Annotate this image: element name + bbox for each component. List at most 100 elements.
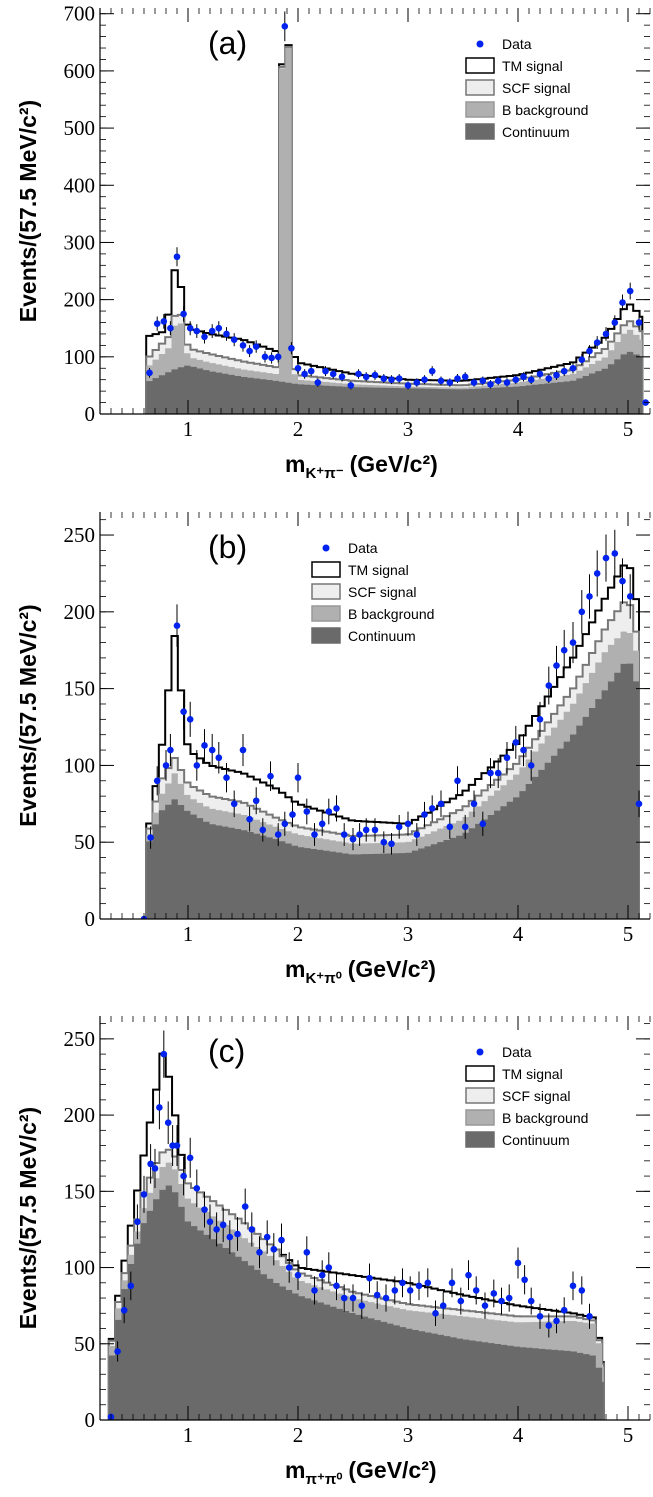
data-point [424, 1279, 432, 1287]
data-point [223, 774, 230, 782]
y-tick-label: 200 [64, 600, 96, 624]
data-point [349, 835, 357, 843]
data-point [626, 287, 634, 295]
y-tick-label: 250 [64, 523, 96, 547]
data-point [151, 1165, 159, 1172]
data-point [437, 800, 445, 808]
data-point [278, 1236, 285, 1244]
y-tick-label: 600 [64, 59, 96, 83]
data-point [156, 1104, 163, 1111]
y-tick-label: 200 [64, 1103, 96, 1127]
data-point [428, 805, 436, 812]
data-point [180, 310, 187, 318]
legend-swatch [465, 1087, 495, 1104]
data-point [512, 376, 520, 383]
data-point [454, 777, 461, 785]
data-point [153, 320, 161, 327]
data-point [201, 333, 208, 341]
data-point [415, 1282, 423, 1290]
x-tick-label: 3 [403, 922, 414, 946]
data-point [338, 373, 346, 381]
data-point [413, 831, 421, 838]
panel-label: (b) [208, 529, 247, 565]
data-point [380, 375, 388, 382]
data-point [281, 22, 289, 30]
y-tick-label: 150 [64, 677, 96, 701]
legend-swatch [311, 561, 341, 578]
data-point [494, 377, 502, 385]
data-point [388, 376, 395, 383]
data-point [391, 1287, 399, 1294]
data-point [186, 1154, 194, 1162]
data-point [333, 805, 340, 812]
data-point [454, 375, 461, 382]
data-point [230, 800, 238, 808]
data-point [307, 367, 315, 375]
legend-swatch [311, 605, 341, 622]
data-point [153, 777, 161, 785]
data-point [226, 1233, 234, 1241]
data-point [527, 1297, 535, 1305]
data-point [333, 1282, 340, 1290]
data-point [512, 739, 520, 746]
data-point [208, 327, 216, 335]
data-point [366, 1274, 373, 1282]
data-point [311, 831, 318, 838]
data-point [448, 1279, 456, 1287]
data-point [494, 769, 502, 777]
data-point [140, 1191, 148, 1198]
data-point [206, 1218, 214, 1226]
legend-swatch [311, 627, 341, 644]
x-tick-label: 5 [623, 1423, 634, 1447]
data-point [487, 380, 494, 388]
data-point [487, 769, 494, 777]
data-point [373, 1291, 381, 1299]
plot-area [140, 529, 643, 919]
y-tick-label: 150 [64, 1179, 96, 1203]
data-point [325, 1264, 333, 1271]
legend-swatch [465, 123, 495, 140]
data-point [578, 608, 586, 616]
data-point [461, 823, 469, 831]
data-point [593, 339, 601, 346]
data-point [521, 1276, 528, 1284]
x-axis-title-main: m [285, 956, 305, 982]
data-point [147, 1160, 154, 1168]
panel-label: (a) [208, 25, 247, 61]
data-point [635, 800, 643, 808]
data-point [274, 353, 282, 361]
data-point [261, 353, 269, 361]
continuum-histogram [108, 1185, 604, 1420]
x-tick-label: 2 [293, 922, 304, 946]
x-axis-title-unit: (GeV/c²) [348, 1457, 436, 1483]
legend-label: SCF signal [502, 80, 570, 96]
legend-swatch [465, 79, 495, 96]
data-point [201, 1206, 208, 1213]
legend-swatch [311, 583, 341, 600]
data-point [586, 1313, 593, 1320]
data-point [173, 253, 181, 261]
y-tick-label: 400 [64, 173, 96, 197]
data-point [470, 800, 478, 808]
data-point [268, 354, 275, 362]
y-tick-label: 100 [64, 753, 96, 777]
data-point [347, 382, 355, 389]
x-axis-title-unit: (GeV/c²) [350, 451, 438, 477]
data-point [349, 1294, 357, 1302]
legend-label: Data [502, 36, 532, 52]
data-point [465, 1271, 472, 1279]
data-point [167, 746, 174, 754]
data-point [180, 1172, 187, 1180]
data-point [479, 820, 487, 828]
legend-label: SCF signal [502, 1088, 570, 1104]
legend-label: TM signal [348, 562, 409, 578]
data-point [382, 1294, 390, 1302]
data-point [505, 1294, 513, 1302]
chart-panel: 1 2 3 4 5 0 100 200 300 400 500 600 700 Events/(57.5 … [15, 2, 651, 482]
data-point [314, 379, 322, 386]
x-tick-label: 4 [513, 922, 524, 946]
data-point [355, 370, 362, 378]
data-point [586, 593, 593, 600]
y-tick-label: 0 [85, 907, 96, 931]
legend-label: Data [348, 540, 378, 556]
